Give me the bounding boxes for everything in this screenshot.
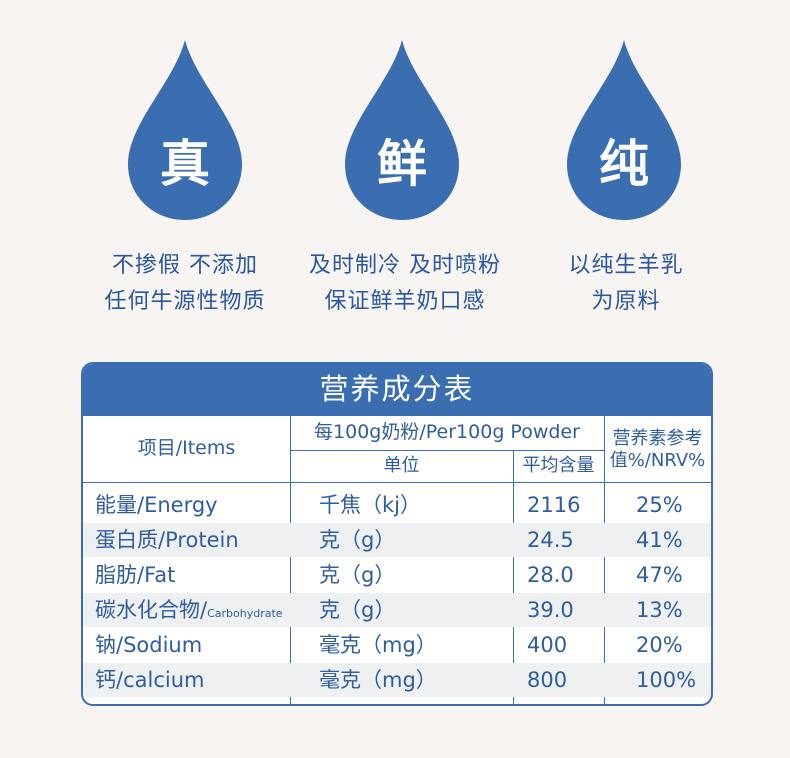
row-amount: 24.5 <box>527 528 574 552</box>
header-avg: 平均含量 <box>522 455 595 476</box>
table-row: 钠/Sodium 毫克（mg） 400 20% <box>83 628 711 662</box>
table-row: 脂肪/Fat 克（g） 28.0 47% <box>83 558 711 592</box>
row-amount: 400 <box>527 633 568 657</box>
row-item: 钙/calcium <box>95 668 205 692</box>
row-nrv: 25% <box>636 493 683 517</box>
row-nrv: 100% <box>636 668 697 692</box>
row-amount: 28.0 <box>527 563 574 587</box>
table-title: 营养成分表 <box>83 364 711 415</box>
feature-caption-zhen: 不掺假 不添加 任何牛源性物质 <box>55 248 315 320</box>
row-item-small: Carbohydrate <box>207 607 283 620</box>
caption-line: 任何牛源性物质 <box>104 289 266 314</box>
feature-caption-xian: 及时制冷 及时喷粉 保证鲜羊奶口感 <box>275 248 535 320</box>
divider <box>604 415 605 704</box>
caption-line: 为原料 <box>591 289 661 314</box>
header-nrv-line2: 值%/NRV% <box>609 450 706 471</box>
row-unit: 千焦（kj） <box>319 493 421 517</box>
drop-char: 纯 <box>599 135 649 193</box>
row-amount: 39.0 <box>527 598 574 622</box>
divider <box>83 482 711 483</box>
row-item: 脂肪/Fat <box>95 563 176 587</box>
divider <box>83 415 711 416</box>
row-unit: 毫克（mg） <box>319 668 437 692</box>
feature-caption-chun: 以纯生羊乳 为原料 <box>496 248 756 320</box>
row-item: 钠/Sodium <box>95 633 203 657</box>
row-unit: 克（g） <box>319 528 396 552</box>
row-unit: 毫克（mg） <box>319 633 437 657</box>
drop-char: 鲜 <box>377 135 427 193</box>
row-unit: 克（g） <box>319 598 396 622</box>
caption-line: 保证鲜羊奶口感 <box>324 289 486 314</box>
row-item: 蛋白质/Protein <box>95 528 239 552</box>
drop-icon-zhen: 真 <box>128 40 242 220</box>
divider <box>513 450 514 704</box>
caption-line: 不掺假 不添加 <box>112 253 258 278</box>
header-unit: 单位 <box>383 455 420 476</box>
header-nrv-line1: 营养素参考 <box>612 428 703 449</box>
row-unit: 克（g） <box>319 563 396 587</box>
nutrition-table: 营养成分表 项目/Items 每100g奶粉/Per100g Powder 单位… <box>81 362 713 706</box>
row-nrv: 41% <box>636 528 683 552</box>
table-row: 碳水化合物/Carbohydrate 克（g） 39.0 13% <box>83 593 711 627</box>
drop-char: 真 <box>160 135 210 193</box>
header-nrv: 营养素参考 值%/NRV% <box>604 428 711 472</box>
table-row: 能量/Energy 千焦（kj） 2116 25% <box>83 488 711 522</box>
divider <box>290 450 604 451</box>
divider <box>290 415 291 704</box>
header-per100: 每100g奶粉/Per100g Powder <box>314 421 580 443</box>
caption-line: 以纯生羊乳 <box>568 253 684 278</box>
drop-icon-chun: 纯 <box>567 40 681 220</box>
caption-line: 及时制冷 及时喷粉 <box>309 253 501 278</box>
row-nrv: 13% <box>636 598 683 622</box>
row-item-main: 碳水化合物/ <box>95 598 208 622</box>
row-amount: 2116 <box>527 493 581 517</box>
header-items: 项目/Items <box>137 437 236 459</box>
table-row: 蛋白质/Protein 克（g） 24.5 41% <box>83 523 711 557</box>
table-row: 钙/calcium 毫克（mg） 800 100% <box>83 663 711 697</box>
row-nrv: 20% <box>636 633 683 657</box>
drop-icon-xian: 鲜 <box>345 40 459 220</box>
row-amount: 800 <box>527 668 568 692</box>
row-item: 碳水化合物/Carbohydrate <box>95 593 283 631</box>
row-item: 能量/Energy <box>95 493 218 517</box>
row-nrv: 47% <box>636 563 683 587</box>
